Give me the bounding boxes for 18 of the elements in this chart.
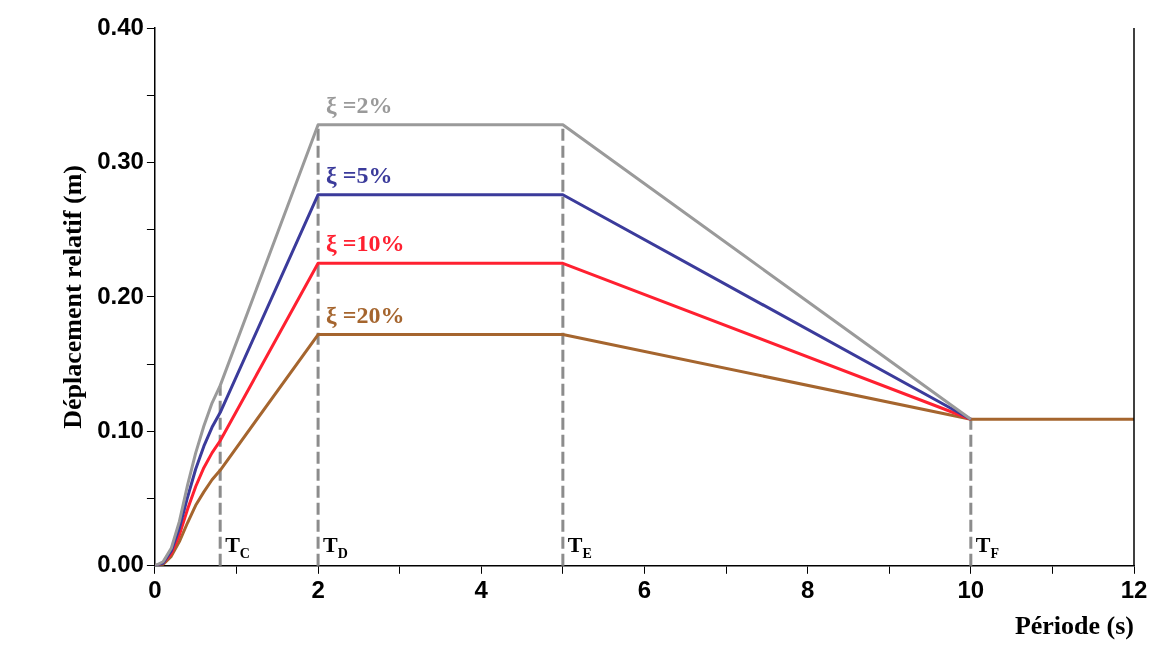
y-tick-label: 0.30 — [97, 147, 144, 175]
x-tick-label: 4 — [474, 576, 489, 604]
y-tick-label: 0.20 — [97, 281, 144, 309]
series-label: ξ =2% — [326, 91, 393, 118]
y-axis-title: Déplacement relatif (m) — [58, 165, 88, 429]
series-label: ξ =10% — [326, 230, 405, 257]
y-tick-label: 0.00 — [97, 550, 144, 578]
x-tick-label: 0 — [148, 576, 162, 604]
x-tick-label: 8 — [800, 576, 815, 604]
series-label: ξ =5% — [326, 161, 393, 188]
x-tick-label: 6 — [637, 576, 652, 604]
x-tick-label: 12 — [1120, 576, 1148, 604]
series-label: ξ =20% — [326, 301, 405, 328]
y-tick-label: 0.40 — [97, 12, 144, 40]
x-axis-title: Période (s) — [1014, 611, 1134, 641]
y-tick-label: 0.10 — [97, 415, 144, 443]
x-tick-label: 2 — [311, 576, 325, 604]
x-tick-label: 10 — [957, 576, 985, 604]
